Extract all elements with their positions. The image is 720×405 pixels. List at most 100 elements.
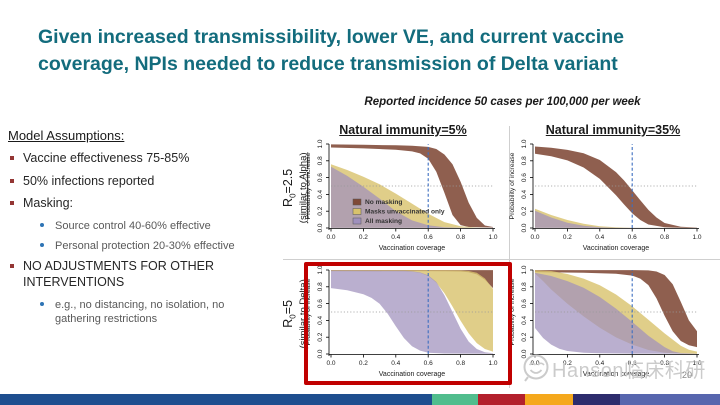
- svg-text:1.0: 1.0: [317, 139, 324, 148]
- r0-value: R0=5: [281, 299, 298, 328]
- svg-text:0.8: 0.8: [317, 156, 324, 165]
- assumption-item: Masking:: [8, 196, 276, 212]
- chart-r2p5-ni35: 0.0 0.0 0.2 0.2 0.4 0.4 0.6 0.6 0.8 0.8 1.0 1.0 Vacc…: [505, 138, 705, 256]
- assumption-item: Personal protection 20-30% effective: [38, 239, 276, 253]
- svg-text:0.2: 0.2: [359, 360, 368, 367]
- highlight-box: [304, 262, 512, 385]
- svg-text:Probability of increase: Probability of increase: [509, 152, 516, 219]
- assumption-item: NO ADJUSTMENTS FOR OTHER INTERVENTIONS: [8, 259, 276, 290]
- footer-segment: [525, 394, 573, 405]
- svg-text:1.0: 1.0: [692, 360, 701, 367]
- svg-text:0.0: 0.0: [521, 349, 528, 358]
- svg-text:0.0: 0.0: [317, 223, 324, 232]
- svg-text:0.6: 0.6: [424, 234, 433, 241]
- svg-text:1.0: 1.0: [488, 360, 497, 367]
- r0-value: R0=2.5: [281, 168, 298, 207]
- svg-text:0.6: 0.6: [317, 173, 324, 182]
- assumption-text: NO ADJUSTMENTS FOR OTHER INTERVENTIONS: [23, 259, 214, 290]
- chart-r5-ni35: 0.0 0.0 0.2 0.2 0.4 0.4 0.6 0.6 0.8 0.8 1.0 1.0 Vacc…: [505, 264, 705, 382]
- svg-text:0.2: 0.2: [521, 206, 528, 215]
- svg-text:0.4: 0.4: [317, 316, 324, 325]
- page-number: 20: [681, 370, 692, 380]
- band-all_masking: [331, 166, 493, 228]
- svg-text:0.4: 0.4: [391, 360, 400, 367]
- bullet-marker-icon: [40, 222, 44, 227]
- svg-text:0.0: 0.0: [326, 234, 335, 241]
- svg-text:0.8: 0.8: [456, 360, 465, 367]
- bullet-marker-icon: [40, 243, 44, 248]
- band-no_masking: [535, 270, 697, 348]
- svg-text:0.6: 0.6: [628, 360, 637, 367]
- assumption-text: Vaccine effectiveness 75-85%: [23, 151, 190, 165]
- footer-color-bar: [0, 394, 720, 405]
- svg-text:1.0: 1.0: [317, 265, 324, 274]
- assumptions-list: Vaccine effectiveness 75-85% 50% infectio…: [8, 151, 276, 326]
- bullet-marker-icon: [10, 156, 14, 160]
- svg-text:All masking: All masking: [365, 218, 402, 225]
- assumption-text: e.g., no distancing, no isolation, no ga…: [55, 298, 225, 326]
- band-masks_unvaccinated_only: [331, 270, 493, 352]
- assumption-text: Masking:: [23, 196, 74, 211]
- svg-text:0.2: 0.2: [563, 234, 572, 241]
- hanson-smiley-icon: [523, 354, 549, 382]
- svg-text:0.6: 0.6: [424, 360, 433, 367]
- svg-text:0.2: 0.2: [359, 234, 368, 241]
- assumption-item: e.g., no distancing, no isolation, no ga…: [38, 298, 276, 327]
- svg-text:1.0: 1.0: [692, 234, 701, 241]
- svg-text:0.8: 0.8: [456, 234, 465, 241]
- footer-segment: [478, 394, 525, 405]
- svg-text:0.0: 0.0: [317, 349, 324, 358]
- svg-text:0.0: 0.0: [530, 360, 539, 367]
- svg-text:0.8: 0.8: [660, 234, 669, 241]
- watermark-text: Hanson临床科研: [552, 359, 706, 382]
- svg-text:0.4: 0.4: [521, 316, 528, 325]
- band-no_masking: [331, 270, 493, 289]
- band-all_masking: [535, 272, 697, 354]
- footer-segment: [620, 394, 720, 405]
- svg-text:Vaccination coverage: Vaccination coverage: [583, 245, 650, 252]
- svg-text:1.0: 1.0: [488, 234, 497, 241]
- footer-segment: [573, 394, 620, 405]
- bullet-marker-icon: [10, 178, 14, 183]
- svg-text:0.2: 0.2: [317, 206, 324, 215]
- assumption-item: 50% infections reported: [8, 174, 276, 190]
- assumption-item: Vaccine effectiveness 75-85%: [8, 151, 276, 167]
- svg-text:0.0: 0.0: [521, 223, 528, 232]
- svg-text:Probability of increase: Probability of increase: [509, 278, 516, 345]
- band-no_masking: [331, 144, 493, 228]
- slide-title: Given increased transmissibility, lower …: [38, 26, 624, 75]
- svg-text:0.4: 0.4: [317, 190, 324, 199]
- assumption-item: Source control 40-60% effective: [38, 219, 276, 233]
- assumption-text: Source control 40-60% effective: [55, 219, 211, 232]
- svg-text:0.2: 0.2: [521, 332, 528, 341]
- svg-text:Probability of increase: Probability of increase: [305, 152, 312, 219]
- svg-text:0.0: 0.0: [326, 360, 335, 367]
- svg-text:Vaccination coverage: Vaccination coverage: [379, 371, 446, 378]
- bullet-marker-icon: [10, 264, 14, 269]
- band-masks_unvaccinated_only: [535, 208, 697, 228]
- assumption-text: Personal protection 20-30% effective: [55, 240, 235, 253]
- chart-r5-ni5: 0.0 0.0 0.2 0.2 0.4 0.4 0.6 0.6 0.8 0.8 1.0 1.0 Vacc…: [301, 264, 501, 382]
- svg-text:No masking: No masking: [365, 199, 402, 206]
- svg-text:0.6: 0.6: [521, 173, 528, 182]
- legend-swatch-all_masking: [352, 217, 362, 225]
- bullet-marker-icon: [40, 301, 44, 306]
- chart-r2p5-ni5: 0.0 0.0 0.2 0.2 0.4 0.4 0.6 0.6 0.8 0.8 1.0 1.0 Vacc…: [301, 138, 501, 256]
- chart-svg: 0.00.0 0.2 0.2 0.4 0.4 0.6 0.6 0.8 0.8 1.0 1.0 Vacc…: [305, 139, 498, 252]
- svg-text:0.2: 0.2: [317, 332, 324, 341]
- svg-text:0.8: 0.8: [660, 360, 669, 367]
- svg-text:0.8: 0.8: [521, 156, 528, 165]
- svg-text:0.8: 0.8: [521, 282, 528, 291]
- column-divider: [509, 126, 510, 388]
- legend-swatch-no_masking: [352, 198, 362, 206]
- footer-segment: [0, 394, 432, 405]
- svg-text:Masks unvaccinated only: Masks unvaccinated only: [365, 209, 445, 216]
- svg-text:Probability of increase: Probability of increase: [305, 278, 312, 345]
- svg-text:0.4: 0.4: [595, 360, 604, 367]
- svg-text:1.0: 1.0: [521, 139, 528, 148]
- assumption-text: 50% infections reported: [23, 173, 155, 188]
- col-header-ni5: Natural immunity=5%: [339, 123, 467, 137]
- assumptions-panel: Model Assumptions: Vaccine effectiveness…: [8, 128, 276, 332]
- bullet-marker-icon: [10, 201, 14, 206]
